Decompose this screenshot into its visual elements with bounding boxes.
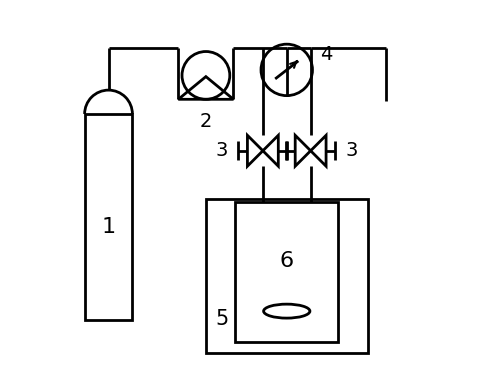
Text: 6: 6 (280, 251, 294, 271)
Polygon shape (295, 135, 310, 166)
Polygon shape (248, 135, 263, 166)
Text: 3: 3 (216, 141, 228, 160)
Text: 5: 5 (215, 309, 228, 329)
Text: 1: 1 (102, 217, 116, 237)
Text: 2: 2 (200, 112, 212, 131)
Text: 4: 4 (320, 45, 332, 64)
Polygon shape (310, 135, 326, 166)
Text: 3: 3 (346, 141, 358, 160)
Bar (236, 202, 338, 342)
Bar (84, 114, 132, 320)
Bar (206, 198, 368, 353)
Polygon shape (263, 135, 278, 166)
